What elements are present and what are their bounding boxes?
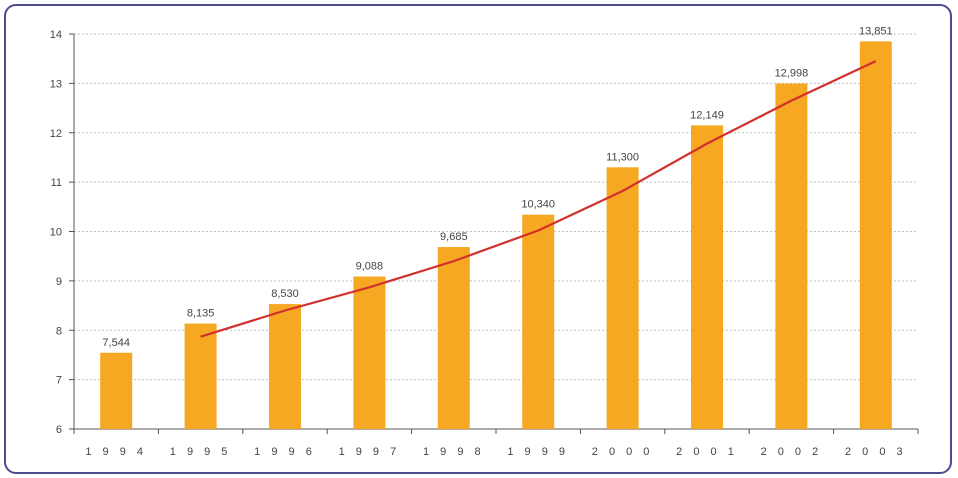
data-label-2000: 11,300 <box>606 151 639 163</box>
data-label-1997: 9,088 <box>356 261 384 273</box>
labels: 6 7 8 9 10 11 12 13 14 7,544 1 9 9 4 8,135 1 9 9 5 8,… <box>50 25 907 458</box>
y-tick-label: 8 <box>56 325 62 337</box>
x-tick-label-2001: 2 0 0 1 <box>676 446 738 458</box>
bar-2000 <box>606 167 639 429</box>
data-label-1999: 10,340 <box>521 199 555 211</box>
y-tick-label: 7 <box>56 375 62 387</box>
data-label-1996: 8,530 <box>271 288 299 300</box>
y-tick-label: 12 <box>50 128 62 140</box>
y-tick-label: 6 <box>56 424 62 436</box>
data-label-1998: 9,685 <box>440 231 468 243</box>
bar-2002 <box>775 83 808 429</box>
bar-1998 <box>437 247 470 429</box>
data-label-2002: 12,998 <box>775 67 809 79</box>
x-tick-label-2003: 2 0 0 3 <box>845 446 907 458</box>
x-tick-label-1998: 1 9 9 8 <box>423 446 485 458</box>
trend-line <box>200 60 877 338</box>
trend-line-group <box>200 60 877 338</box>
data-label-2003: 13,851 <box>859 25 893 37</box>
bar-2001 <box>691 125 723 429</box>
y-tick-label: 13 <box>50 78 62 90</box>
y-tick-label: 11 <box>51 177 62 189</box>
x-tick-label-1997: 1 9 9 7 <box>339 446 401 458</box>
bar-1994 <box>100 352 133 429</box>
bar-2003 <box>859 41 892 430</box>
x-tick-label-1994: 1 9 9 4 <box>85 446 147 458</box>
data-label-1995: 8,135 <box>187 308 215 320</box>
bar-1995 <box>184 323 217 429</box>
x-tick-label-1999: 1 9 9 9 <box>507 446 569 458</box>
x-tick-label-2000: 2 0 0 0 <box>592 446 654 458</box>
y-tick-label: 14 <box>50 29 62 41</box>
x-tick-label-1995: 1 9 9 5 <box>170 446 232 458</box>
bar-1999 <box>522 214 555 429</box>
data-label-1994: 7,544 <box>102 337 130 349</box>
bar-1997 <box>353 276 386 429</box>
bar-1996 <box>269 304 301 429</box>
x-tick-label-1996: 1 9 9 6 <box>254 446 316 458</box>
bars <box>100 41 892 430</box>
data-label-2001: 12,149 <box>690 109 724 121</box>
y-tick-label: 10 <box>50 227 62 239</box>
y-tick-label: 9 <box>56 276 62 288</box>
x-tick-label-2002: 2 0 0 2 <box>761 446 823 458</box>
